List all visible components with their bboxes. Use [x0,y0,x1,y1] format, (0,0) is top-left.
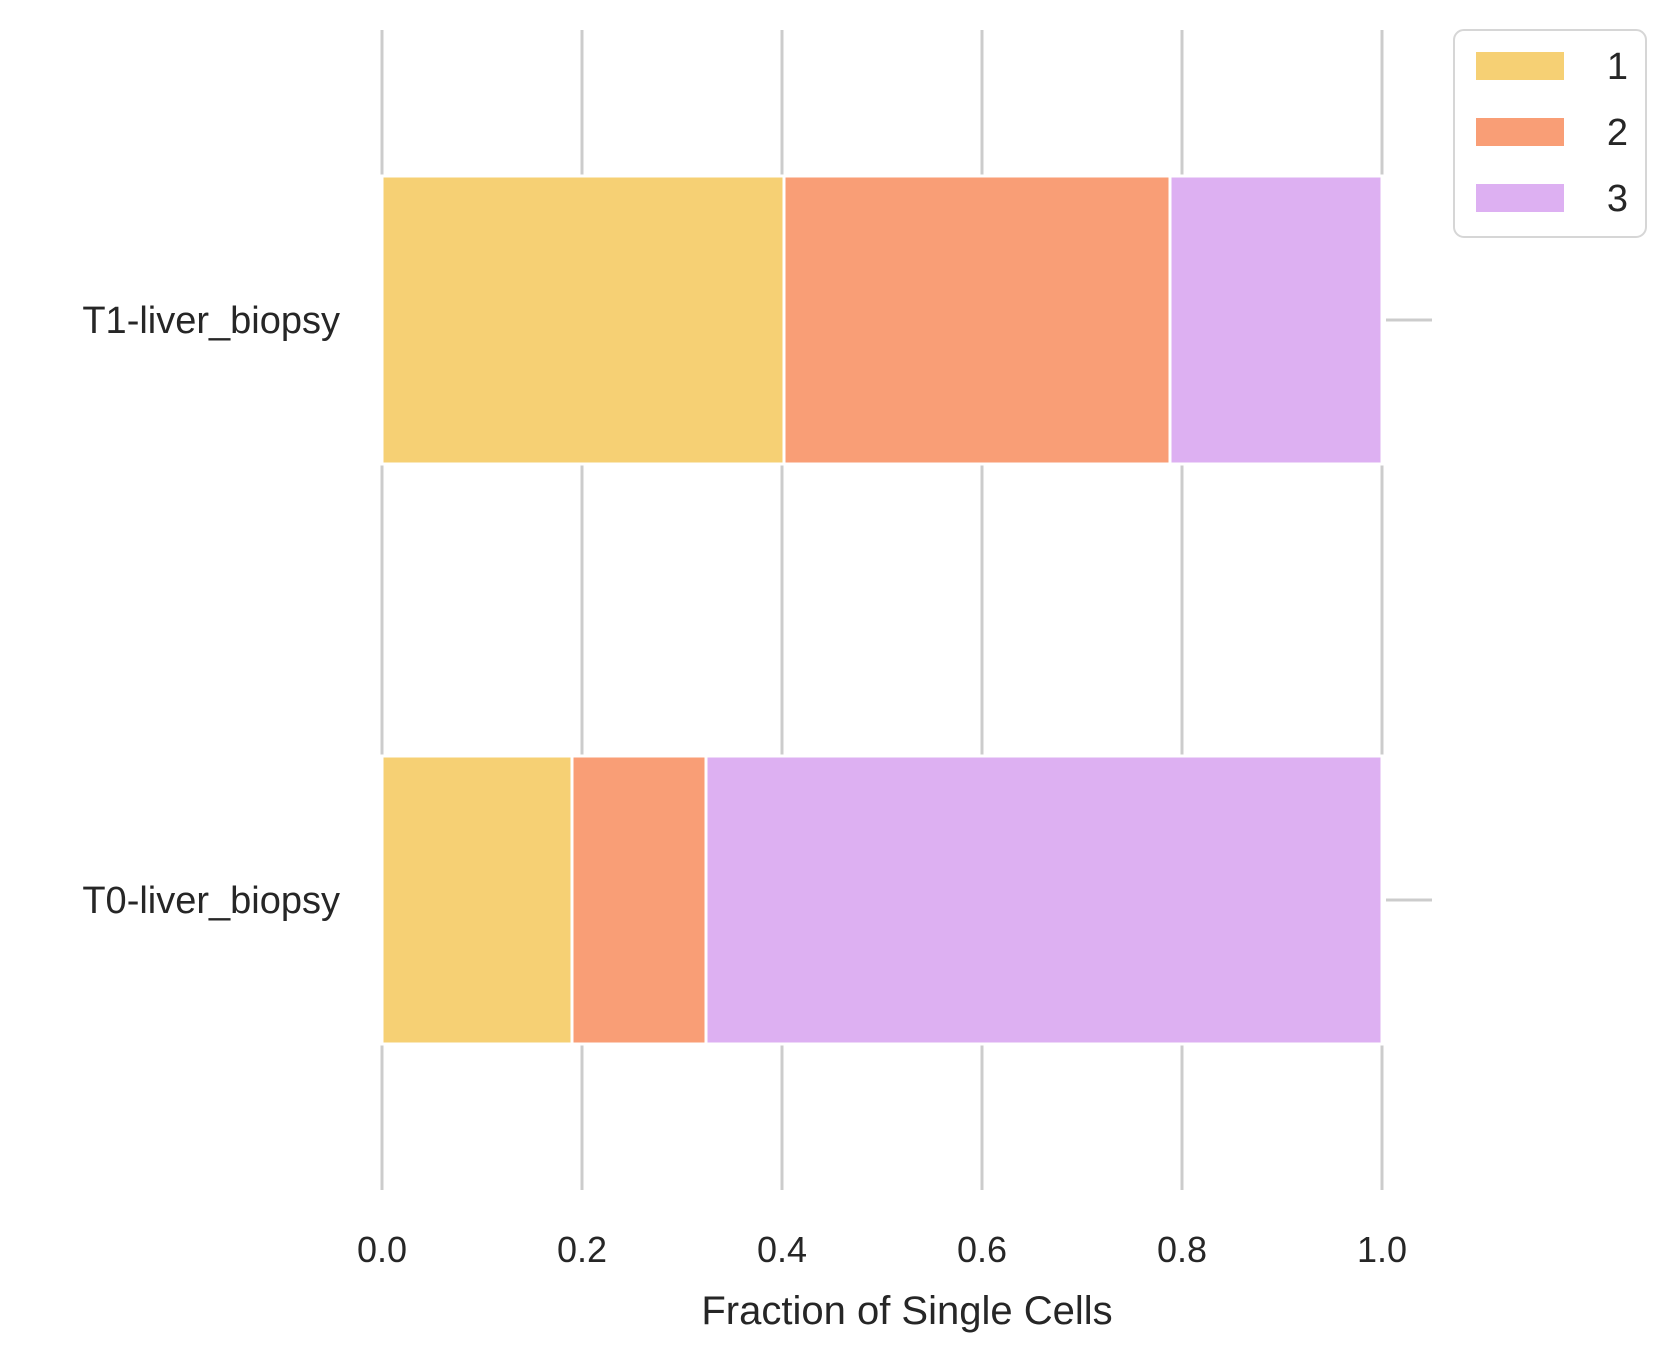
x-axis-title: Fraction of Single Cells [701,1289,1112,1333]
legend-swatch-2 [1476,118,1564,146]
x-tick-label-5: 1.0 [1357,1229,1407,1270]
bar-T1-liver_biopsy-series-3 [1168,174,1384,466]
bar-T1-liver_biopsy-series-1 [380,174,786,466]
legend: 1 2 3 [1453,29,1647,238]
legend-label-2: 2 [1607,112,1628,154]
category-label-1: T0-liver_biopsy [82,880,340,922]
x-tick-label-4: 0.8 [1157,1229,1207,1270]
legend-swatch-3 [1476,184,1564,212]
x-tick-label-2: 0.4 [757,1229,807,1270]
bar-segments [380,174,1384,1046]
x-tick-label-0: 0.0 [357,1229,407,1270]
bar-T0-liver_biopsy-series-3 [704,754,1384,1046]
bar-T0-liver_biopsy-series-1 [380,754,574,1046]
legend-label-3: 3 [1607,178,1628,220]
bar-T0-liver_biopsy-series-2 [570,754,708,1046]
x-tick-label-1: 0.2 [557,1229,607,1270]
category-label-0: T1-liver_biopsy [82,300,340,342]
x-tick-labels: 0.0 0.2 0.4 0.6 0.8 1.0 [357,1229,1407,1270]
y-tick-marks [1386,318,1432,902]
category-labels: T1-liver_biopsy T0-liver_biopsy [82,300,340,922]
legend-label-1: 1 [1607,46,1628,88]
x-tick-label-3: 0.6 [957,1229,1007,1270]
legend-swatch-1 [1476,52,1564,80]
bar-T1-liver_biopsy-series-2 [782,174,1172,466]
